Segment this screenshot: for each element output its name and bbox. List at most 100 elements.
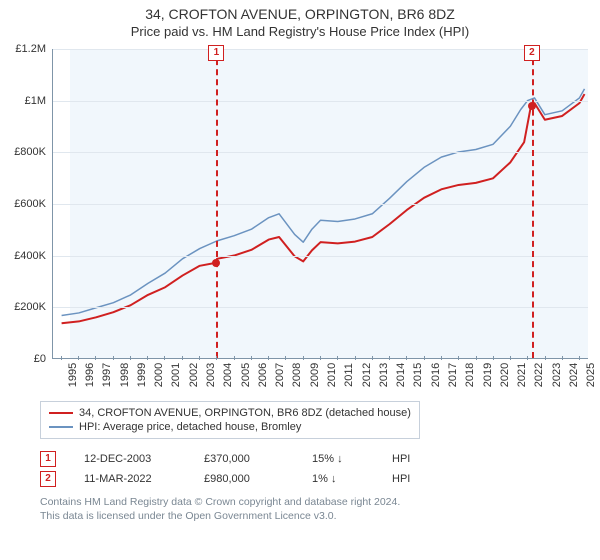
x-tick — [562, 356, 563, 360]
x-tick — [303, 356, 304, 360]
x-tick — [441, 356, 442, 360]
x-tick — [199, 356, 200, 360]
sale-marker-dot — [528, 102, 536, 110]
gridline — [53, 101, 588, 102]
x-tick — [113, 356, 114, 360]
sales-row-date: 12-DEC-2003 — [84, 453, 176, 465]
x-axis-label: 2011 — [337, 363, 355, 387]
y-axis-label: £400K — [0, 250, 46, 262]
y-axis-label: £0 — [0, 353, 46, 365]
chart: 12 £0£200K£400K£600K£800K£1M£1.2M1995199… — [0, 43, 600, 393]
x-tick — [61, 356, 62, 360]
gridline — [53, 204, 588, 205]
footer-line-2: This data is licensed under the Open Gov… — [40, 509, 588, 523]
x-axis-label: 2002 — [182, 363, 200, 387]
chart-subtitle: Price paid vs. HM Land Registry's House … — [0, 22, 600, 43]
x-axis-label: 2001 — [164, 363, 182, 387]
x-axis-label: 1995 — [61, 363, 79, 387]
legend-swatch — [49, 412, 73, 414]
sales-row: 1 12-DEC-2003 £370,000 15% ↓ HPI — [40, 449, 588, 469]
chart-title: 34, CROFTON AVENUE, ORPINGTON, BR6 8DZ — [0, 0, 600, 22]
x-axis-label: 2022 — [527, 363, 545, 387]
x-axis-label: 2018 — [458, 363, 476, 387]
sales-row-diff: 15% ↓ — [312, 453, 364, 465]
x-tick — [493, 356, 494, 360]
x-tick — [251, 356, 252, 360]
sale-marker-dot — [212, 259, 220, 267]
x-axis-label: 1998 — [113, 363, 131, 387]
x-tick — [355, 356, 356, 360]
sales-row-price: £980,000 — [204, 473, 284, 485]
legend-item: 34, CROFTON AVENUE, ORPINGTON, BR6 8DZ (… — [49, 406, 411, 420]
x-tick — [579, 356, 580, 360]
x-axis-label: 2025 — [579, 363, 597, 387]
y-axis-label: £600K — [0, 198, 46, 210]
x-axis-label: 2013 — [372, 363, 390, 387]
sale-marker-box: 1 — [208, 45, 224, 61]
x-axis-label: 2015 — [406, 363, 424, 387]
x-axis-label: 2006 — [251, 363, 269, 387]
x-tick — [337, 356, 338, 360]
sales-row-suffix: HPI — [392, 453, 410, 465]
gridline — [53, 307, 588, 308]
x-axis-label: 2008 — [285, 363, 303, 387]
x-axis-label: 2019 — [476, 363, 494, 387]
x-axis-label: 2003 — [199, 363, 217, 387]
sales-row-index: 2 — [40, 471, 56, 487]
x-axis-label: 2014 — [389, 363, 407, 387]
sales-row-price: £370,000 — [204, 453, 284, 465]
legend-swatch — [49, 426, 73, 428]
sales-row: 2 11-MAR-2022 £980,000 1% ↓ HPI — [40, 469, 588, 489]
x-axis-label: 2017 — [441, 363, 459, 387]
x-tick — [320, 356, 321, 360]
x-tick — [527, 356, 528, 360]
plot-area: 12 — [52, 49, 588, 359]
sale-marker-line — [532, 49, 534, 358]
y-axis-label: £200K — [0, 301, 46, 313]
x-axis-label: 2016 — [424, 363, 442, 387]
sale-marker-box: 2 — [524, 45, 540, 61]
sales-row-date: 11-MAR-2022 — [84, 473, 176, 485]
x-axis-label: 2023 — [545, 363, 563, 387]
x-tick — [164, 356, 165, 360]
legend-label: 34, CROFTON AVENUE, ORPINGTON, BR6 8DZ (… — [79, 407, 411, 419]
x-axis-label: 2004 — [216, 363, 234, 387]
x-tick — [406, 356, 407, 360]
x-tick — [510, 356, 511, 360]
x-axis-label: 2021 — [510, 363, 528, 387]
x-tick — [234, 356, 235, 360]
y-axis-label: £1M — [0, 95, 46, 107]
x-tick — [285, 356, 286, 360]
legend: 34, CROFTON AVENUE, ORPINGTON, BR6 8DZ (… — [40, 401, 420, 439]
x-axis-label: 1996 — [78, 363, 96, 387]
y-axis-label: £1.2M — [0, 43, 46, 55]
sales-row-index: 1 — [40, 451, 56, 467]
x-tick — [545, 356, 546, 360]
x-tick — [389, 356, 390, 360]
sales-row-suffix: HPI — [392, 473, 410, 485]
sales-row-diff: 1% ↓ — [312, 473, 364, 485]
x-tick — [372, 356, 373, 360]
x-tick — [268, 356, 269, 360]
x-tick — [458, 356, 459, 360]
x-tick — [424, 356, 425, 360]
gridline — [53, 152, 588, 153]
x-tick — [476, 356, 477, 360]
x-axis-label: 1999 — [130, 363, 148, 387]
sales-table: 1 12-DEC-2003 £370,000 15% ↓ HPI 2 11-MAR-2022… — [40, 449, 588, 489]
x-axis-label: 2007 — [268, 363, 286, 387]
x-axis-label: 2010 — [320, 363, 338, 387]
x-tick — [95, 356, 96, 360]
footer-attribution: Contains HM Land Registry data © Crown c… — [40, 495, 588, 523]
gridline — [53, 49, 588, 50]
x-tick — [182, 356, 183, 360]
footer-line-1: Contains HM Land Registry data © Crown c… — [40, 495, 588, 509]
x-axis-label: 2020 — [493, 363, 511, 387]
x-axis-label: 2009 — [303, 363, 321, 387]
x-tick — [130, 356, 131, 360]
x-axis-label: 2012 — [355, 363, 373, 387]
gridline — [53, 256, 588, 257]
x-tick — [216, 356, 217, 360]
y-axis-label: £800K — [0, 146, 46, 158]
sale-marker-line — [216, 49, 218, 358]
